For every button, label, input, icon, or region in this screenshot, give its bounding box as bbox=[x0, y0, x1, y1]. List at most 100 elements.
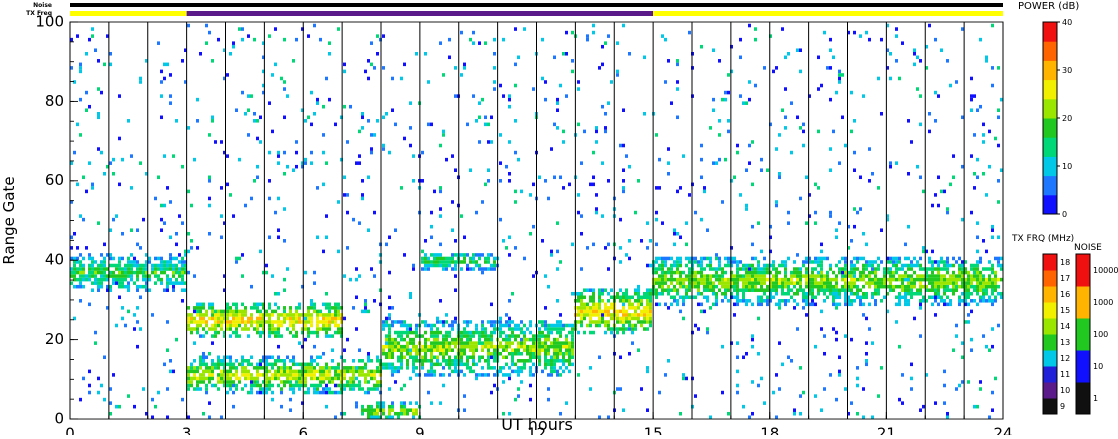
heat-cell bbox=[610, 327, 613, 331]
heat-cell bbox=[529, 373, 532, 377]
heat-cell bbox=[664, 277, 667, 282]
heat-cell bbox=[820, 83, 823, 88]
heat-cell bbox=[475, 344, 478, 349]
heat-cell bbox=[922, 284, 925, 289]
heat-cell bbox=[364, 373, 367, 377]
heat-cell bbox=[871, 263, 874, 268]
heat-cell bbox=[661, 288, 664, 292]
heat-cell bbox=[409, 348, 412, 352]
heat-cell bbox=[934, 274, 937, 278]
heat-cell bbox=[709, 260, 712, 264]
heat-cell bbox=[820, 309, 823, 314]
heat-cell bbox=[280, 313, 283, 317]
heat-cell bbox=[646, 320, 649, 324]
heat-cell bbox=[805, 284, 808, 289]
heat-cell bbox=[862, 387, 865, 391]
heat-cell bbox=[493, 330, 496, 335]
heat-cell bbox=[502, 330, 505, 335]
heat-cell bbox=[772, 260, 775, 264]
heat-cell bbox=[718, 288, 721, 292]
heat-cell bbox=[598, 295, 601, 300]
heat-cell bbox=[589, 330, 592, 335]
heat-cell bbox=[97, 221, 100, 225]
heat-cell bbox=[679, 235, 682, 240]
heat-cell bbox=[766, 267, 769, 271]
heat-cell bbox=[709, 306, 712, 310]
heat-cell bbox=[268, 369, 271, 374]
heat-cell bbox=[973, 263, 976, 268]
heat-cell bbox=[781, 362, 784, 367]
heat-cell bbox=[856, 411, 859, 416]
heat-cell bbox=[622, 295, 625, 300]
heat-cell bbox=[847, 270, 850, 275]
heat-cell bbox=[676, 302, 679, 307]
heat-cell bbox=[553, 344, 556, 349]
heat-cell bbox=[433, 189, 436, 194]
heat-cell bbox=[556, 249, 559, 254]
heat-cell bbox=[160, 263, 163, 268]
heat-cell bbox=[733, 284, 736, 289]
heat-cell bbox=[505, 348, 508, 352]
heat-cell bbox=[325, 302, 328, 307]
heat-cell bbox=[211, 334, 214, 338]
heat-cell bbox=[736, 341, 739, 345]
heat-cell bbox=[844, 256, 847, 261]
heat-cell bbox=[229, 355, 232, 360]
heat-cell bbox=[946, 415, 949, 420]
heat-cell bbox=[214, 327, 217, 331]
heat-cell bbox=[223, 48, 226, 52]
heat-cell bbox=[991, 299, 994, 303]
heat-cell bbox=[604, 330, 607, 335]
heat-cell bbox=[337, 366, 340, 370]
heat-cell bbox=[388, 337, 391, 342]
heat-cell bbox=[181, 59, 184, 63]
heat-cell bbox=[223, 330, 226, 335]
heat-cell bbox=[919, 281, 922, 285]
heat-cell bbox=[205, 309, 208, 314]
heat-cell bbox=[430, 359, 433, 363]
heat-cell bbox=[835, 337, 838, 342]
heat-cell bbox=[121, 281, 124, 285]
heat-cell bbox=[343, 69, 346, 74]
heat-cell bbox=[559, 373, 562, 377]
heat-cell bbox=[289, 373, 292, 377]
heat-cell bbox=[238, 309, 241, 314]
heat-cell bbox=[277, 359, 280, 363]
heat-cell bbox=[274, 373, 277, 377]
heat-cell bbox=[802, 143, 805, 148]
heat-cell bbox=[514, 348, 517, 352]
heat-cell bbox=[214, 320, 217, 324]
heat-cell bbox=[541, 348, 544, 352]
heat-cell bbox=[166, 320, 169, 324]
heat-cell bbox=[907, 274, 910, 278]
heat-cell bbox=[514, 337, 517, 342]
heat-cell bbox=[475, 263, 478, 268]
heat-cell bbox=[580, 214, 583, 218]
heat-cell bbox=[793, 408, 796, 412]
heat-cell bbox=[226, 313, 229, 317]
heat-cell bbox=[490, 302, 493, 307]
heat-cell bbox=[127, 270, 130, 275]
heat-cell bbox=[229, 366, 232, 370]
heat-cell bbox=[322, 380, 325, 384]
heat-cell bbox=[367, 76, 370, 81]
heat-cell bbox=[493, 37, 496, 42]
heat-cell bbox=[520, 380, 523, 384]
heat-cell bbox=[76, 260, 79, 264]
heat-cell bbox=[775, 147, 778, 151]
heat-cell bbox=[307, 387, 310, 391]
heat-cell bbox=[370, 267, 373, 271]
heat-cell bbox=[790, 101, 793, 105]
heat-cell bbox=[661, 270, 664, 275]
heat-cell bbox=[814, 277, 817, 282]
heat-cell bbox=[478, 359, 481, 363]
heat-cell bbox=[511, 351, 514, 356]
heat-cell bbox=[565, 94, 568, 98]
power-colorbar-cell bbox=[1043, 132, 1057, 138]
heat-cell bbox=[193, 320, 196, 324]
heat-cell bbox=[112, 263, 115, 268]
heat-cell bbox=[493, 344, 496, 349]
heat-cell bbox=[559, 411, 562, 416]
heat-cell bbox=[970, 76, 973, 81]
heat-cell bbox=[826, 66, 829, 70]
